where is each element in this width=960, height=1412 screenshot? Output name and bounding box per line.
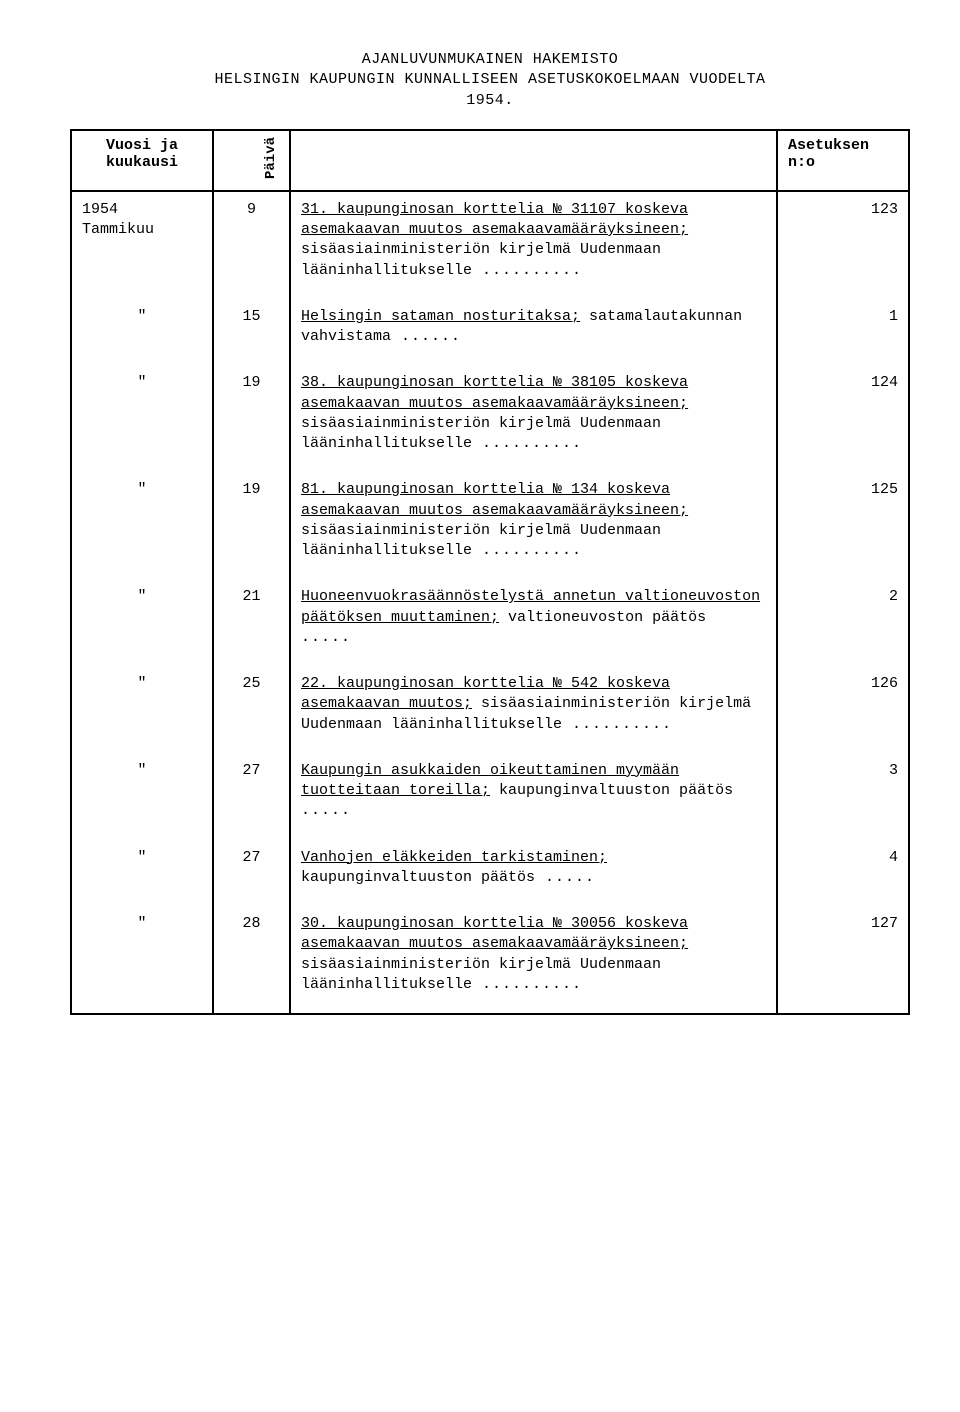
entry-rest: sisäasiainministeriön kirjelmä Uudenmaan… bbox=[301, 522, 661, 559]
entry-rest: sisäasiainministeriön kirjelmä Uudenmaan… bbox=[301, 956, 661, 993]
header-desc bbox=[290, 130, 777, 191]
table-row: 1954 Tammikuu 9 31. kaupunginosan korttelia… bbox=[72, 192, 908, 299]
cell-description: Vanhojen eläkkeiden tarkistaminen; kaupu… bbox=[290, 840, 777, 907]
title-line-3: 1954. bbox=[466, 92, 514, 109]
cell-month: " bbox=[72, 753, 213, 840]
cell-ordinance-number: 1 bbox=[777, 299, 908, 366]
cell-month: " bbox=[72, 299, 213, 366]
cell-ordinance-number: 124 bbox=[777, 365, 908, 472]
cell-month: " bbox=[72, 906, 213, 1013]
cell-ordinance-number: 3 bbox=[777, 753, 908, 840]
year-label: 1954 bbox=[82, 201, 118, 218]
cell-description: Helsingin sataman nosturitaksa; satamala… bbox=[290, 299, 777, 366]
header-num-label-1: Asetuksen bbox=[788, 137, 869, 154]
table-row: "19 81. kaupunginosan korttelia № 134 kos… bbox=[72, 472, 908, 579]
cell-day: 27 bbox=[213, 840, 290, 907]
header-day-label: Päivä bbox=[263, 137, 279, 179]
cell-description: 30. kaupunginosan korttelia № 30056 kosk… bbox=[290, 906, 777, 1013]
entry-title: 81. kaupunginosan korttelia № 134 koskev… bbox=[301, 481, 688, 518]
cell-day: 9 bbox=[213, 192, 290, 299]
header-day: Päivä bbox=[213, 130, 290, 191]
cell-day: 21 bbox=[213, 579, 290, 666]
title-line-1: AJANLUVUNMUKAINEN HAKEMISTO bbox=[362, 51, 619, 68]
body-row: 1954 Tammikuu 9 31. kaupunginosan korttelia… bbox=[71, 191, 909, 1014]
cell-description: 22. kaupunginosan korttelia № 542 koskev… bbox=[290, 666, 777, 753]
header-row: Vuosi ja kuukausi Päivä Asetuksen n:o bbox=[71, 130, 909, 191]
cell-ordinance-number: 125 bbox=[777, 472, 908, 579]
header-num-label-2: n:o bbox=[788, 154, 815, 171]
cell-day: 19 bbox=[213, 472, 290, 579]
cell-month: " bbox=[72, 365, 213, 472]
cell-ordinance-number: 123 bbox=[777, 192, 908, 299]
entry-title: 30. kaupunginosan korttelia № 30056 kosk… bbox=[301, 915, 688, 952]
header-num: Asetuksen n:o bbox=[777, 130, 909, 191]
table-row: "21Huoneenvuokrasäännöstelystä annetun v… bbox=[72, 579, 908, 666]
entry-title: 38. kaupunginosan korttelia № 38105 kosk… bbox=[301, 374, 688, 411]
cell-ordinance-number: 4 bbox=[777, 840, 908, 907]
cell-day: 27 bbox=[213, 753, 290, 840]
table-row: "28 30. kaupunginosan korttelia № 30056 k… bbox=[72, 906, 908, 1013]
cell-month: " bbox=[72, 472, 213, 579]
body-cell: 1954 Tammikuu 9 31. kaupunginosan korttelia… bbox=[71, 191, 909, 1014]
cell-description: 38. kaupunginosan korttelia № 38105 kosk… bbox=[290, 365, 777, 472]
cell-day: 25 bbox=[213, 666, 290, 753]
cell-day: 19 bbox=[213, 365, 290, 472]
cell-month: " bbox=[72, 579, 213, 666]
cell-day: 15 bbox=[213, 299, 290, 366]
cell-description: Huoneenvuokrasäännöstelystä annetun valt… bbox=[290, 579, 777, 666]
cell-day: 28 bbox=[213, 906, 290, 1013]
header-month-label: Vuosi ja kuukausi bbox=[106, 137, 178, 171]
document-title: AJANLUVUNMUKAINEN HAKEMISTO HELSINGIN KA… bbox=[60, 50, 920, 111]
entry-rest: kaupunginvaltuuston päätös bbox=[301, 869, 595, 886]
cell-description: 81. kaupunginosan korttelia № 134 koskev… bbox=[290, 472, 777, 579]
cell-month: " bbox=[72, 840, 213, 907]
table-row: "19 38. kaupunginosan korttelia № 38105 k… bbox=[72, 365, 908, 472]
entry-title: 31. kaupunginosan korttelia № 31107 kosk… bbox=[301, 201, 688, 238]
cell-ordinance-number: 127 bbox=[777, 906, 908, 1013]
cell-ordinance-number: 126 bbox=[777, 666, 908, 753]
cell-description: 31. kaupunginosan korttelia № 31107 kosk… bbox=[290, 192, 777, 299]
table-row: "27Vanhojen eläkkeiden tarkistaminen; ka… bbox=[72, 840, 908, 907]
header-month: Vuosi ja kuukausi bbox=[71, 130, 213, 191]
table-row: "2522. kaupunginosan korttelia № 542 kos… bbox=[72, 666, 908, 753]
entry-rest: sisäasiainministeriön kirjelmä Uudenmaan… bbox=[301, 241, 661, 278]
table-row: "27Kaupungin asukkaiden oikeuttaminen my… bbox=[72, 753, 908, 840]
cell-ordinance-number: 2 bbox=[777, 579, 908, 666]
title-line-2: HELSINGIN KAUPUNGIN KUNNALLISEEN ASETUSK… bbox=[214, 71, 765, 88]
month-label: Tammikuu bbox=[82, 221, 154, 238]
cell-description: Kaupungin asukkaiden oikeuttaminen myymä… bbox=[290, 753, 777, 840]
index-table: Vuosi ja kuukausi Päivä Asetuksen n:o 19… bbox=[70, 129, 910, 1015]
entry-title: Vanhojen eläkkeiden tarkistaminen; bbox=[301, 849, 607, 866]
cell-month: 1954 Tammikuu bbox=[72, 192, 213, 299]
table-row: "15Helsingin sataman nosturitaksa; satam… bbox=[72, 299, 908, 366]
inner-table: 1954 Tammikuu 9 31. kaupunginosan korttelia… bbox=[72, 192, 908, 1013]
entry-rest: sisäasiainministeriön kirjelmä Uudenmaan… bbox=[301, 415, 661, 452]
cell-month: " bbox=[72, 666, 213, 753]
entry-title: Helsingin sataman nosturitaksa; bbox=[301, 308, 580, 325]
